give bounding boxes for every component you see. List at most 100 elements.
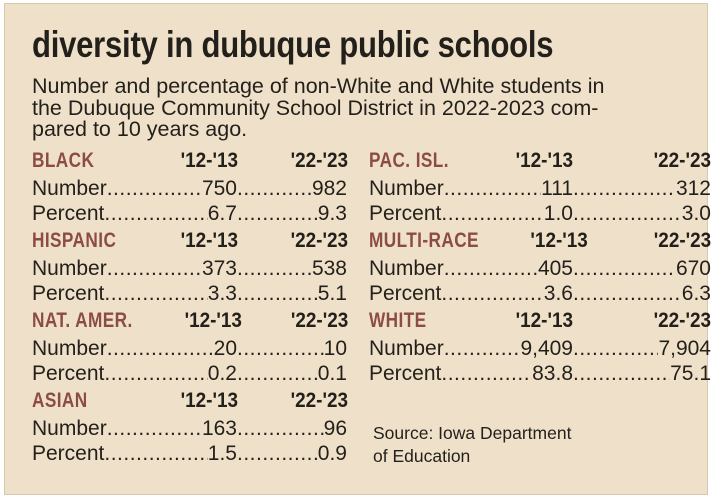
second-cell: 10 (237, 337, 347, 361)
year-label: '12-'13 (515, 309, 573, 332)
source-note: Source: Iowa Department of Education (373, 422, 571, 468)
source-line: of Education (373, 446, 471, 466)
value-2022-23: 3.0 (681, 202, 711, 225)
left-column: BLACK '12-'13 '22-'23 Number 750 982 Percent 6.… (32, 149, 348, 469)
year-label: '12-'13 (184, 309, 242, 332)
second-cell: 0.9 (237, 442, 347, 466)
data-row-number: Number 111 312 (369, 177, 711, 202)
category-cell: WHITE (369, 309, 478, 333)
group-header: WHITE '12-'13 '22-'23 (369, 309, 711, 337)
row-label: Percent (369, 362, 442, 385)
second-cell: 7,904 (573, 337, 711, 361)
value-2022-23: 96 (323, 417, 347, 440)
year-label: '12-'13 (530, 229, 588, 252)
value-2022-23: 312 (675, 177, 711, 200)
data-row-percent: Percent 83.8 75.1 (369, 362, 711, 387)
data-row-number: Number 163 96 (32, 417, 348, 442)
value-2022-23: 7,904 (658, 337, 711, 360)
group-black: BLACK '12-'13 '22-'23 Number 750 982 Percent 6.… (32, 149, 348, 229)
value-2022-23: 538 (311, 257, 347, 280)
category-label: ASIAN (32, 389, 88, 412)
leader-dots (104, 202, 207, 226)
row-label: Number (32, 177, 107, 200)
first-cell: Percent 6.7 (32, 202, 237, 226)
first-cell: Number 111 (369, 177, 573, 201)
row-label: Number (369, 337, 444, 360)
subtitle-line: pared to 10 years ago. (32, 117, 248, 141)
subtitle-line: the Dubuque Community School District in… (32, 95, 599, 120)
leader-dots (237, 177, 312, 201)
category-label: HISPANIC (32, 229, 117, 252)
second-cell: 3.0 (573, 202, 711, 226)
subtitle-line: Number and percentage of non-White and W… (32, 74, 605, 98)
group-header: HISPANIC '12-'13 '22-'23 (32, 229, 348, 257)
subtitle: Number and percentage of non-White and W… (32, 74, 605, 141)
group-nat-amer: NAT. AMER.'12-'13'22-'23Number2010Percen… (32, 309, 348, 389)
data-row-number: Number 9,409 7,904 (369, 337, 711, 362)
leader-dots (573, 257, 676, 281)
second-cell: 96 (237, 417, 347, 441)
leader-dots (107, 257, 202, 281)
second-cell: 670 (573, 257, 711, 281)
value-2012-13: 6.7 (207, 202, 237, 225)
category-cell: MULTI-RACE (369, 229, 503, 253)
year-label: '22-'23 (653, 309, 711, 332)
value-2012-13: 3.3 (207, 282, 237, 305)
leader-dots (237, 337, 324, 361)
year-label: '22-'23 (290, 309, 348, 332)
group-asian: ASIAN '12-'13 '22-'23 Number 163 96 Percent 1.5… (32, 389, 348, 469)
leader-dots (237, 362, 318, 386)
first-cell: Number 9,409 (369, 337, 573, 361)
row-label: Number (32, 417, 107, 440)
leader-dots (237, 442, 318, 466)
first-cell: Percent 0.2 (32, 362, 237, 386)
value-2022-23: 9.3 (317, 202, 347, 225)
data-row-number: Number 750 982 (32, 177, 348, 202)
second-cell: 75.1 (573, 362, 711, 386)
first-cell: Percent 1.0 (369, 202, 573, 226)
category-cell: PAC. ISL. (369, 149, 478, 173)
first-cell: Number 750 (32, 177, 237, 201)
year-label: '22-'23 (653, 149, 711, 172)
row-label: Number (32, 337, 107, 360)
category-cell: NAT. AMER. (32, 309, 155, 333)
year-label: '22-'23 (653, 229, 711, 252)
value-2022-23: 10 (323, 337, 347, 360)
value-2012-13: 373 (201, 257, 237, 280)
category-label: NAT. AMER. (32, 309, 133, 332)
value-2012-13: 9,409 (520, 337, 573, 360)
first-cell: Percent 1.5 (32, 442, 237, 466)
data-row-number: Number 405 670 (369, 257, 711, 282)
value-2012-13: 83.8 (532, 362, 573, 385)
group-header: MULTI-RACE '12-'13 '22-'23 (369, 229, 711, 257)
first-cell: Number 163 (32, 417, 237, 441)
second-cell: 6.3 (573, 282, 711, 306)
data-row-percent: Percent 1.5 0.9 (32, 442, 348, 467)
group-white: WHITE'12-'13'22-'23Number9,4097,904Perce… (369, 309, 711, 389)
value-2022-23: 982 (311, 177, 347, 200)
value-2022-23: 5.1 (317, 282, 347, 305)
leader-dots (107, 177, 202, 201)
value-2012-13: 1.0 (543, 202, 573, 225)
right-column: PAC. ISL. '12-'13 '22-'23 Number111 312 Perce… (369, 149, 711, 389)
value-2022-23: 6.3 (681, 282, 711, 305)
row-label: Number (32, 257, 107, 280)
leader-dots (573, 337, 658, 361)
leader-dots (237, 417, 324, 441)
year-label: '22-'23 (290, 149, 348, 172)
category-cell: HISPANIC (32, 229, 148, 253)
leader-dots (237, 202, 318, 226)
category-label: MULTI-RACE (369, 229, 479, 252)
value-2012-13: 163 (201, 417, 237, 440)
first-cell: Number 373 (32, 257, 237, 281)
leader-dots (237, 257, 312, 281)
value-2012-13: 1.5 (207, 442, 237, 465)
leader-dots (573, 202, 682, 226)
data-row-percent: Percent 3.6 6.3 (369, 282, 711, 307)
year-label: '12-'13 (180, 149, 238, 172)
leader-dots (444, 257, 538, 281)
leader-dots (573, 177, 676, 201)
group-multi-race: MULTI-RACE '12-'13 '22-'23 Number405670Perc… (369, 229, 711, 309)
row-label: Percent (369, 282, 442, 305)
row-label: Number (369, 177, 444, 200)
